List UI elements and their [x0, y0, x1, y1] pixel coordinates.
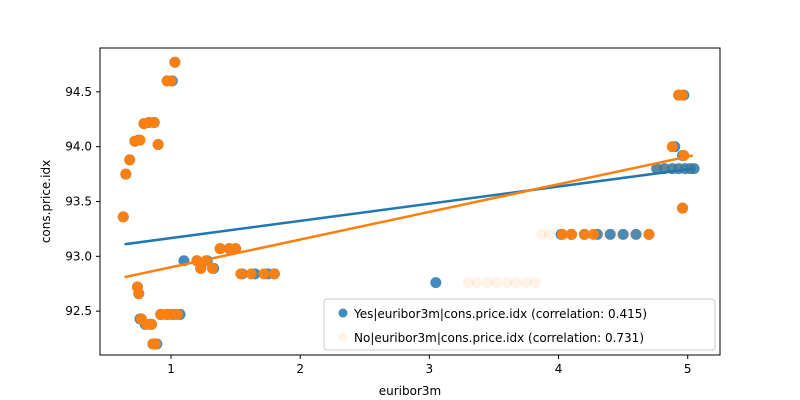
- data-point: [195, 262, 207, 274]
- legend-marker-no: [338, 332, 348, 342]
- x-axis-label: euribor3m: [379, 384, 441, 398]
- data-point-faint: [624, 228, 636, 240]
- data-point-faint: [633, 228, 645, 240]
- data-point: [630, 228, 642, 240]
- data-point: [206, 262, 218, 274]
- data-point: [565, 228, 577, 240]
- data-point: [651, 163, 663, 175]
- data-point: [617, 228, 629, 240]
- data-point: [134, 134, 146, 146]
- data-point: [688, 163, 700, 175]
- data-point-faint: [544, 228, 555, 240]
- legend-box: [323, 298, 716, 351]
- data-point: [148, 117, 160, 129]
- x-axis-ticks: 1 2 3 4 5: [167, 355, 692, 376]
- legend-label-no: No|euribor3m|cons.price.idx (correlation…: [354, 331, 644, 345]
- data-point: [146, 318, 158, 330]
- data-point-faint: [536, 228, 548, 240]
- data-point: [677, 202, 689, 214]
- data-point: [578, 228, 590, 240]
- y-tick-label: 94.0: [65, 140, 92, 154]
- data-point: [169, 56, 181, 68]
- data-point: [235, 268, 247, 280]
- data-point-faint: [520, 277, 532, 289]
- data-point: [677, 89, 689, 101]
- y-tick-label: 92.5: [65, 304, 92, 318]
- data-point: [152, 138, 164, 150]
- data-point-faint: [501, 277, 513, 289]
- y-tick-label: 93.0: [65, 249, 92, 263]
- data-point: [124, 154, 136, 166]
- x-tick-label: 3: [426, 362, 434, 376]
- y-tick-label: 93.5: [65, 195, 92, 209]
- data-point: [587, 228, 599, 240]
- y-axis-ticks: 92.5 93.0 93.5 94.0 94.5: [65, 85, 100, 318]
- x-tick-label: 2: [296, 362, 304, 376]
- data-point-faint: [611, 228, 623, 240]
- data-point: [666, 141, 678, 153]
- data-point: [214, 243, 226, 255]
- legend-marker-yes: [338, 308, 348, 318]
- y-tick-label: 94.5: [65, 85, 92, 99]
- data-point: [556, 228, 568, 240]
- data-point-faint: [471, 277, 483, 289]
- data-point: [165, 75, 177, 87]
- data-point-faint: [462, 277, 474, 289]
- data-point: [258, 268, 270, 280]
- data-point-faint: [529, 277, 541, 289]
- data-point: [117, 211, 129, 223]
- data-point-faint: [491, 277, 503, 289]
- data-point-faint: [649, 163, 661, 175]
- regression-line: [124, 167, 694, 246]
- data-point: [230, 243, 242, 255]
- data-point-faint: [482, 277, 493, 289]
- data-point: [133, 288, 145, 300]
- x-tick-label: 4: [555, 362, 563, 376]
- data-point: [172, 308, 183, 320]
- x-tick-label: 1: [167, 362, 175, 376]
- data-point: [150, 338, 162, 350]
- data-point-faint: [510, 277, 522, 289]
- data-point: [430, 277, 442, 289]
- regression-line: [124, 154, 694, 279]
- data-point: [268, 268, 280, 280]
- legend: Yes|euribor3m|cons.price.idx (correlatio…: [323, 298, 716, 351]
- y-axis-label: cons.price.idx: [39, 160, 53, 243]
- data-point: [604, 228, 616, 240]
- x-tick-label: 5: [684, 362, 692, 376]
- legend-label-yes: Yes|euribor3m|cons.price.idx (correlatio…: [353, 307, 647, 321]
- data-point: [120, 168, 132, 180]
- data-point: [245, 268, 257, 280]
- data-point-faint: [598, 228, 610, 240]
- data-point: [643, 228, 655, 240]
- regression-lines: [124, 154, 694, 279]
